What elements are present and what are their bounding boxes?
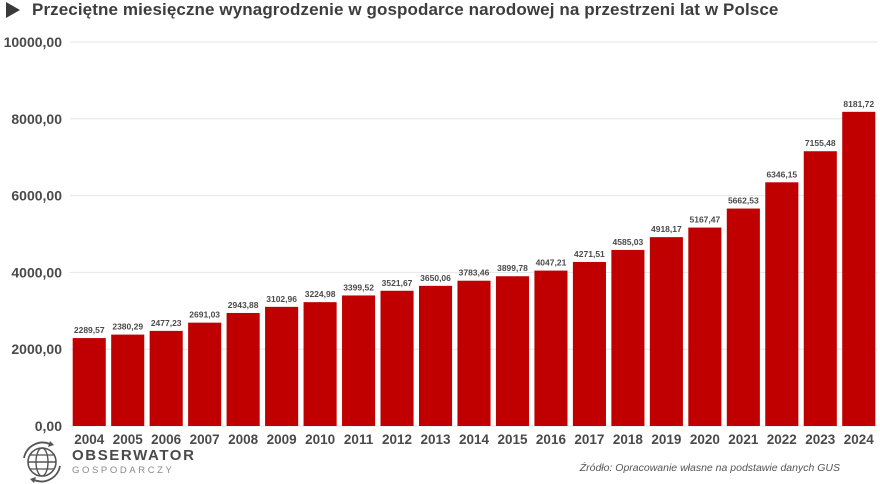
data-label: 2289,57 [74,325,105,335]
brand-logo: OBSERWATOR GOSPODARCZY [20,440,196,484]
chart-title-row: Przeciętne miesięczne wynagrodzenie w go… [6,0,778,20]
bar [72,338,106,426]
bar [688,227,722,426]
data-label: 3783,46 [459,268,490,278]
bar [534,270,568,426]
y-axis-tick-labels: 0,00 2000,00 4000,00 6000,00 8000,00 10000,00 [4,34,63,434]
data-label: 3899,78 [497,263,528,273]
chart-title: Przeciętne miesięczne wynagrodzenie w go… [32,0,779,19]
bar [380,290,414,426]
bar [495,276,530,426]
bar [149,330,183,426]
data-label: 3399,52 [343,282,374,292]
x-tick-label: 2016 [536,432,567,447]
x-tick-label: 2015 [497,432,528,447]
data-label: 6346,15 [766,169,797,179]
logo-tagline: GOSPODARCZY [72,465,175,477]
x-tick-label: 2013 [421,432,452,447]
data-label: 4271,51 [574,249,605,259]
x-tick-label: 2020 [690,432,720,447]
x-tick-label: 2010 [305,432,335,447]
x-tick-label: 2006 [151,432,182,447]
data-label: 2691,03 [189,310,220,320]
bar [188,322,222,426]
x-tick-label: 2021 [728,432,759,447]
data-label: 4047,21 [536,258,567,268]
x-tick-label: 2018 [613,432,644,447]
bars [72,111,876,427]
x-tick-label: 2005 [113,432,144,447]
source-note: Źródło: Opracowanie własne na podstawie … [579,462,840,474]
data-label: 4585,03 [613,237,644,247]
globe-recycle-icon [23,441,61,483]
x-axis-tick-labels: 2004 2005 2006 2007 2008 2009 2010 2011 2012 2013… [74,432,874,447]
bar [726,208,760,426]
data-label: 3521,67 [382,278,413,288]
play-triangle-icon [6,2,20,18]
x-tick-label: 2009 [267,432,297,447]
y-tick-label: 4000,00 [11,264,62,280]
x-tick-label: 2008 [228,432,259,447]
data-label: 8181,72 [843,99,874,109]
data-label: 2380,29 [112,322,143,332]
data-labels: 2289,57 2380,29 2477,23 2691,03 2943,88 3102,… [74,99,875,335]
bar [457,280,491,426]
y-tick-label: 0,00 [35,418,62,434]
bar [842,111,876,426]
bar [303,302,337,426]
x-tick-label: 2024 [844,432,875,447]
y-tick-label: 10000,00 [4,34,63,50]
y-tick-label: 2000,00 [11,341,62,357]
bar [649,237,683,426]
y-tick-label: 8000,00 [11,111,62,127]
x-tick-label: 2007 [190,432,220,447]
bar [111,334,145,426]
bar [265,306,299,426]
x-tick-label: 2022 [767,432,797,447]
x-tick-label: 2004 [74,432,105,447]
data-label: 4918,17 [651,224,682,234]
bar [611,249,645,426]
x-tick-label: 2012 [382,432,412,447]
x-tick-label: 2014 [459,432,490,447]
bar [226,312,260,426]
data-label: 2477,23 [151,318,182,328]
x-tick-label: 2023 [805,432,836,447]
x-tick-label: 2017 [574,432,604,447]
data-label: 7155,48 [805,138,836,148]
x-tick-label: 2019 [651,432,681,447]
data-label: 3224,98 [305,289,336,299]
data-label: 3650,06 [420,273,451,283]
data-label: 3102,96 [266,294,297,304]
logo-name: OBSERWATOR [72,447,196,465]
data-label: 5167,47 [689,215,720,225]
x-tick-label: 2011 [344,432,374,447]
data-label: 5662,53 [728,196,759,206]
bar [342,295,376,426]
data-label: 2943,88 [228,300,259,310]
y-tick-label: 6000,00 [11,188,62,204]
bar [765,182,799,426]
bar [418,285,453,426]
bar [803,151,837,427]
bar [572,261,606,426]
